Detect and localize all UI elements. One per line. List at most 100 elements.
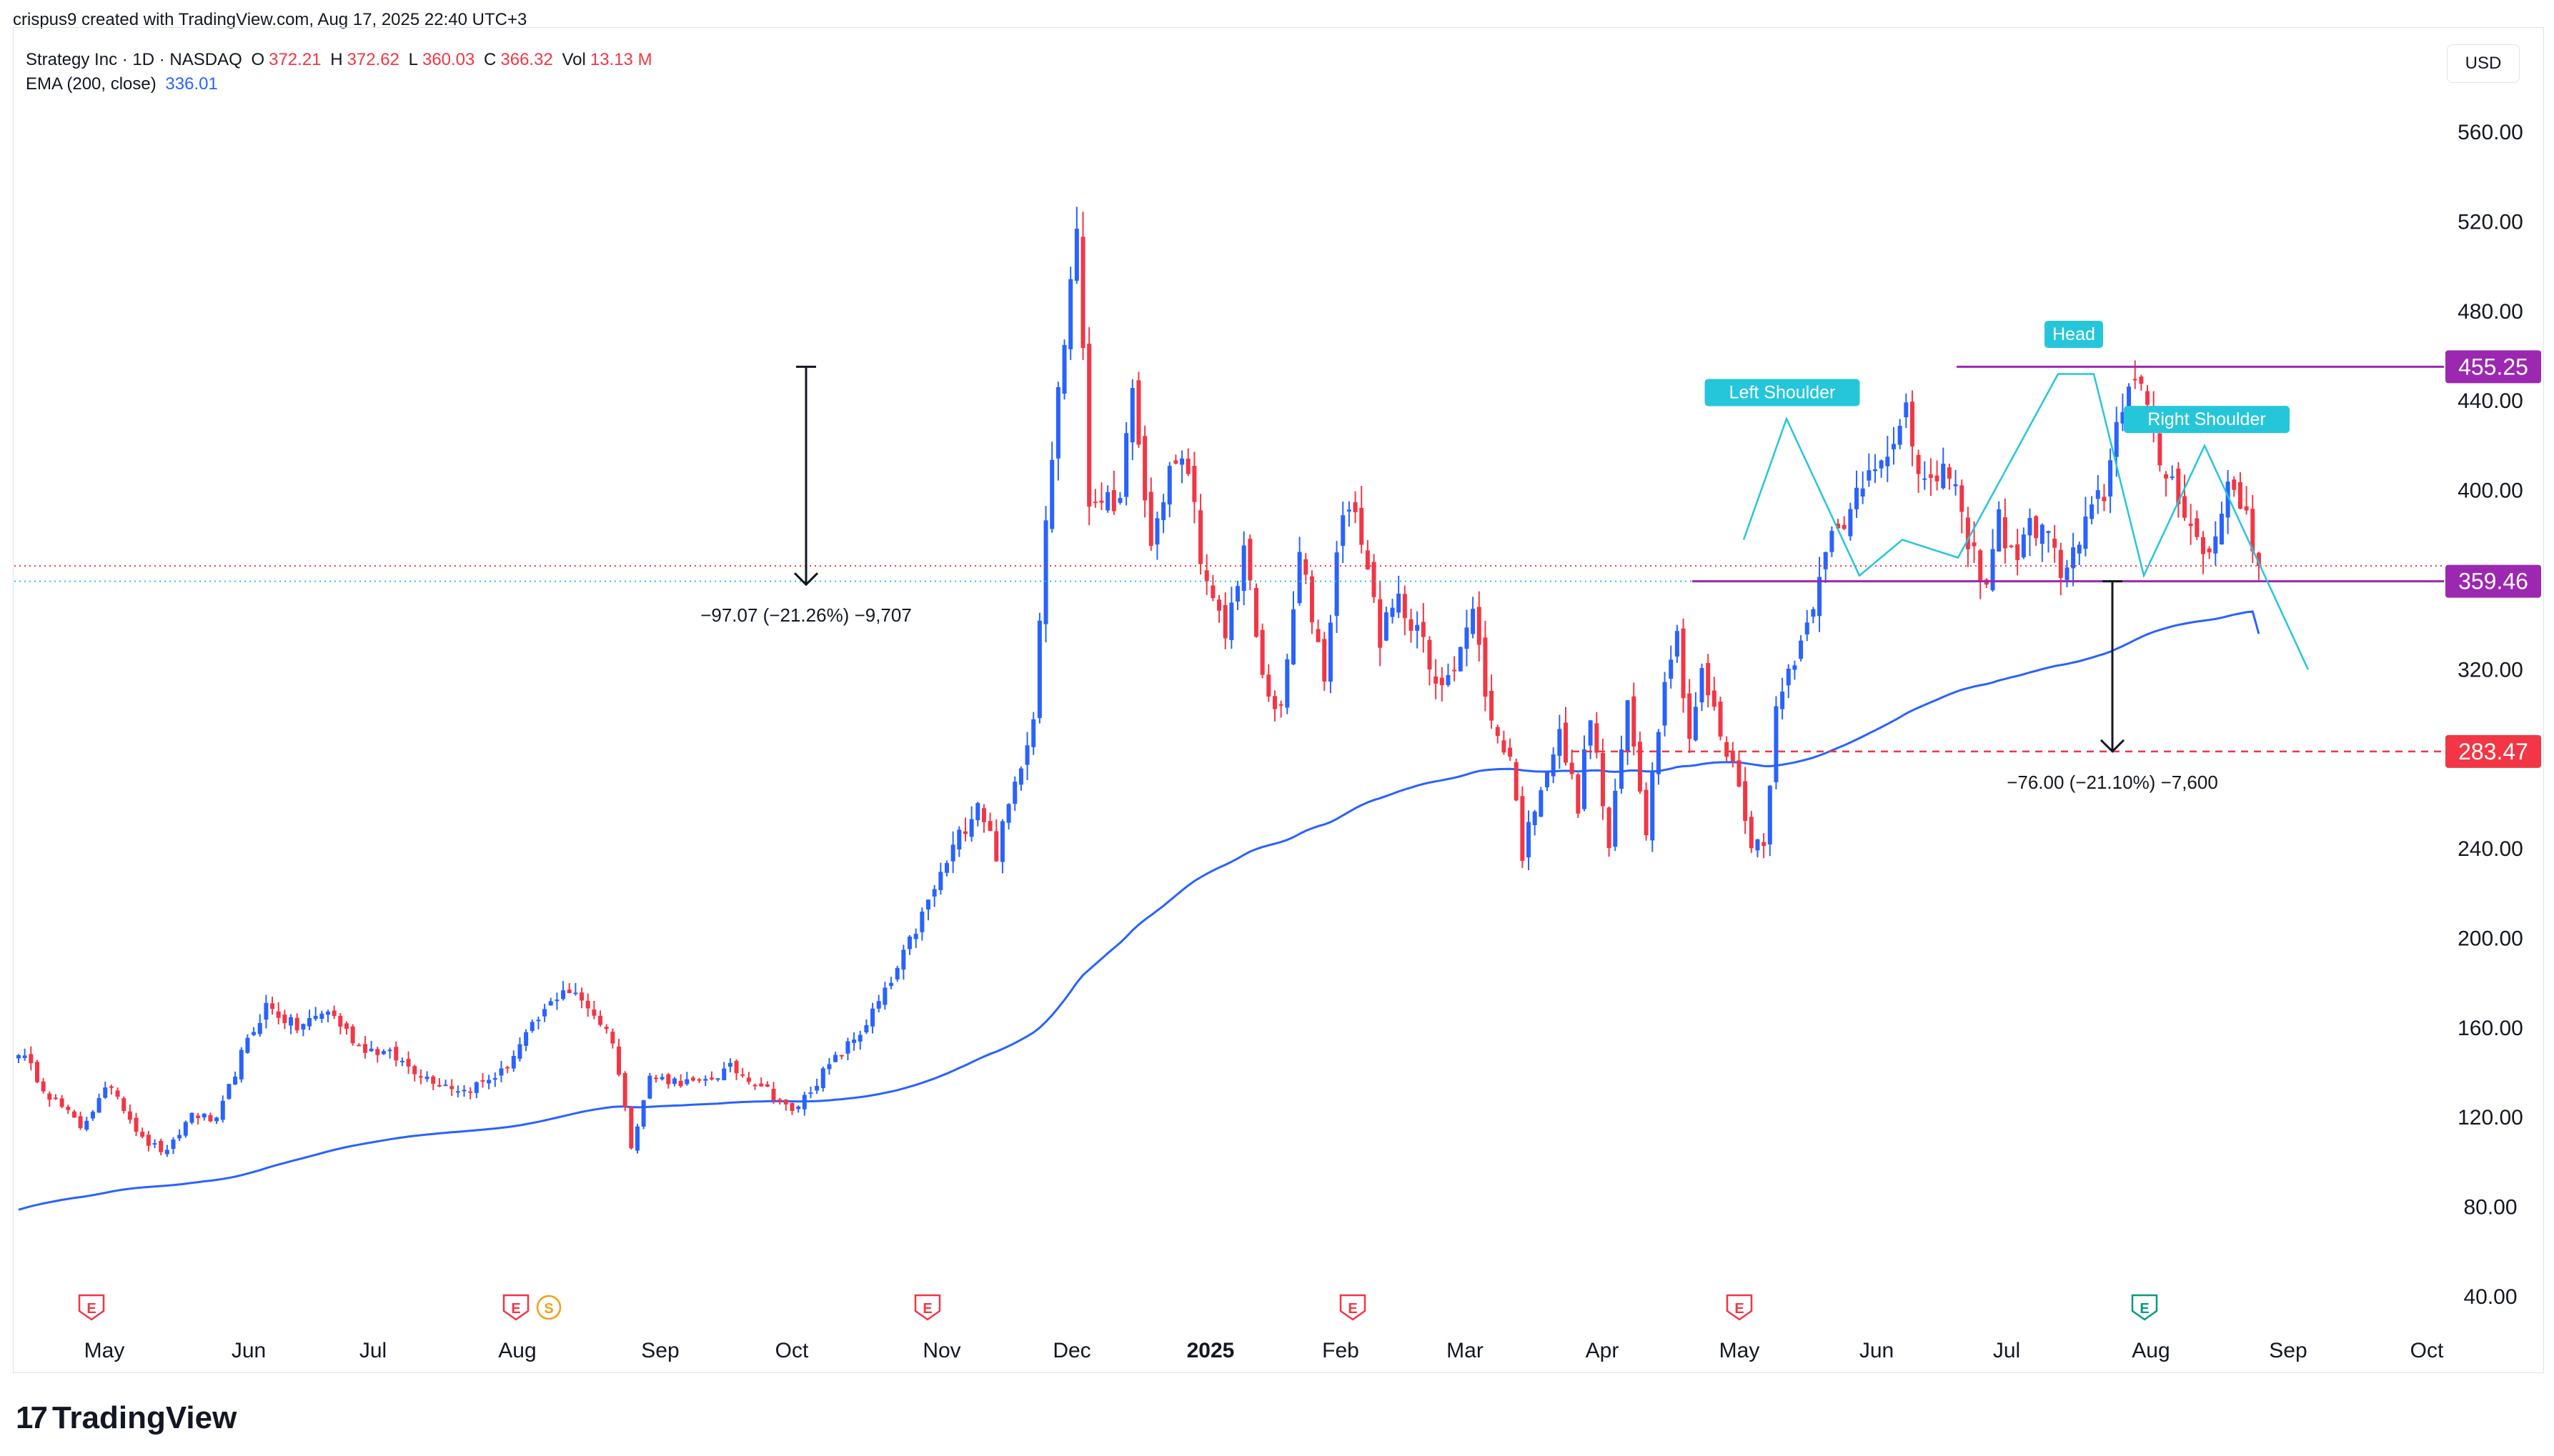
candle [252,1027,257,1037]
candle-body [381,1051,386,1054]
candle-body [783,1100,788,1105]
time-tick-label: Nov [923,1339,960,1362]
candle-body [294,1017,299,1031]
candle-body [641,1100,646,1127]
candle-body [1904,402,1909,418]
candle [1928,458,1933,497]
candle-body [610,1032,615,1044]
candle-body [350,1026,355,1044]
price-axis[interactable]: 560.00520.00480.00440.00400.00360.00320.… [2445,121,2541,1309]
candle-body [2090,504,2095,519]
candle [29,1046,34,1071]
candle-body [2120,412,2125,424]
candle [1303,552,1308,584]
candle [1266,664,1271,702]
candle [746,1072,751,1085]
candle [1316,619,1321,642]
candle [1581,735,1586,812]
candle-body [746,1077,751,1082]
candle-body [622,1073,627,1107]
candle [1068,266,1073,360]
candle [1198,494,1203,575]
tradingview-logo[interactable]: 17 TradingView [16,1400,237,1436]
candle-body [1674,631,1679,657]
candle-body [1111,490,1116,512]
candle [802,1092,807,1116]
candle [1520,786,1525,868]
candle-body [1211,585,1216,599]
candle [418,1069,423,1084]
candle [375,1046,380,1063]
candle [852,1032,857,1051]
candle-body [362,1044,367,1053]
candle-body [1606,807,1611,849]
candle-body [524,1032,529,1046]
candle [1322,632,1327,692]
candle [1817,557,1822,632]
candle-body [399,1060,404,1062]
candle [1309,570,1314,634]
candle-body [1452,669,1457,672]
ema-label[interactable]: EMA (200, close) [26,74,156,94]
candle-body [2095,490,2100,499]
candle-body [1297,552,1302,604]
candle-body [752,1084,757,1087]
candle-body [1285,659,1290,708]
candle [1978,549,1983,599]
price-tick-label: 80.00 [2463,1196,2517,1220]
candle-body [1143,436,1148,501]
symbol-name[interactable]: Strategy Inc · 1D · NASDAQ [26,50,242,69]
candle [164,1145,169,1157]
candle-body [183,1122,188,1136]
candle-body [1198,510,1203,564]
candle-body [289,1017,294,1026]
candle [845,1037,850,1061]
candle [963,817,968,842]
candle-body [988,821,993,832]
candle-body [2237,482,2242,509]
candle-body [1644,789,1649,836]
candle [1155,512,1160,560]
candle-body [1637,742,1642,792]
candle-body [2250,509,2255,552]
candle [90,1110,95,1121]
candle-body [84,1120,89,1130]
price-badge-text: 283.47 [2458,739,2528,764]
candle [2052,524,2057,563]
candle-body [1272,696,1277,709]
time-tick-label: Feb [1322,1339,1359,1362]
pattern-label-box [2044,321,2103,348]
candle-body [220,1100,225,1120]
candle [1947,464,1952,490]
candle [2021,527,2026,559]
candle-body [1458,647,1463,672]
candle [820,1066,825,1092]
candle-body [1706,662,1711,696]
candle-body [1464,627,1469,649]
price-badge-text: 359.46 [2458,569,2528,594]
candle [666,1073,671,1089]
candle-body [233,1076,238,1085]
candle-body [1074,229,1079,281]
candle-body [2102,497,2107,502]
candle [344,1021,349,1035]
time-tick-label: Jun [232,1339,266,1362]
time-axis[interactable]: May Jun Jul Aug Sep Oct Nov Dec 2025 Feb Mar Apr May… [84,1339,2444,1362]
candle-body [1545,772,1550,787]
candle-body [369,1048,374,1052]
candle-body [580,992,585,1001]
candle-body [1303,559,1308,575]
candle [1433,659,1439,699]
event-marker-text: E [86,1301,96,1317]
candle-body [963,831,968,834]
candle-body [492,1077,497,1080]
candle-body [759,1083,764,1087]
candle-body [1600,753,1605,807]
currency-button[interactable]: USD [2447,44,2520,83]
candle-body [455,1091,460,1093]
candle [1415,611,1420,649]
candle-body [1539,790,1544,817]
candle-body [1476,607,1481,645]
candle-body [1155,518,1160,545]
